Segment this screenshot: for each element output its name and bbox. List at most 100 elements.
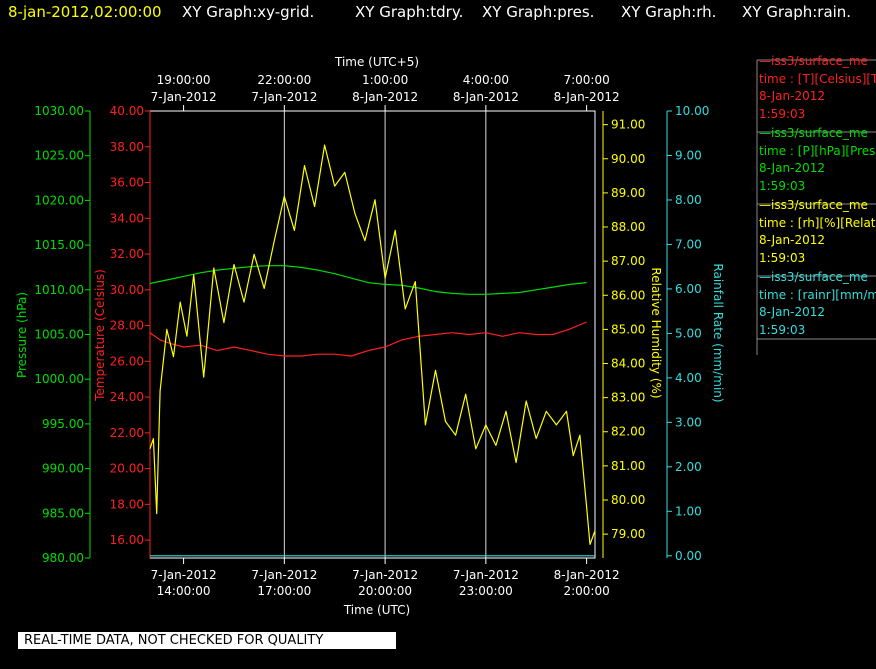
pressure-tick-label: 1015.00 — [34, 238, 84, 252]
legend-date: 8-Jan-2012 — [759, 161, 825, 175]
humidity-tick-label: 81.00 — [611, 459, 645, 473]
rain-axis-title: Rainfall Rate (mm/min) — [711, 263, 725, 402]
humidity-tick-label: 79.00 — [611, 527, 645, 541]
header-graph-tdry: XY Graph:tdry. — [355, 3, 463, 21]
legend-time: 1:59:03 — [759, 251, 805, 265]
top-tick-date: 8-Jan-2012 — [554, 90, 620, 104]
legend-units: time : [P][hPa][Pres — [759, 144, 875, 158]
humidity-tick-label: 86.00 — [611, 288, 645, 302]
series-line-pressure — [149, 265, 587, 295]
humidity-tick-label: 91.00 — [611, 118, 645, 132]
temperature-tick-label: 30.00 — [110, 283, 144, 297]
rain-tick-label: 3.00 — [675, 415, 702, 429]
bottom-tick-time: 14:00:00 — [157, 584, 211, 598]
quality-warning: REAL-TIME DATA, NOT CHECKED FOR QUALITY — [18, 632, 396, 649]
bottom-tick-date: 7-Jan-2012 — [151, 568, 217, 582]
humidity-tick-label: 80.00 — [611, 493, 645, 507]
top-tick-date: 7-Jan-2012 — [251, 90, 317, 104]
humidity-axis-title: Relative Humidity (%) — [649, 267, 663, 398]
temperature-tick-label: 28.00 — [110, 319, 144, 333]
humidity-tick-label: 83.00 — [611, 391, 645, 405]
plot-frame — [149, 110, 596, 559]
bottom-tick-time: 20:00:00 — [358, 584, 412, 598]
rain-tick-label: 9.00 — [675, 148, 702, 162]
pressure-tick-label: 1010.00 — [34, 283, 84, 297]
legend-name: —iss3/surface_me — [759, 198, 868, 212]
rain-tick-label: 2.00 — [675, 460, 702, 474]
humidity-tick-label: 88.00 — [611, 220, 645, 234]
humidity-tick-label: 90.00 — [611, 152, 645, 166]
pressure-tick-label: 1020.00 — [34, 193, 84, 207]
rain-tick-label: 10.00 — [675, 104, 709, 118]
top-tick-date: 8-Jan-2012 — [352, 90, 418, 104]
legend-date: 8-Jan-2012 — [759, 89, 825, 103]
legend-date: 8-Jan-2012 — [759, 233, 825, 247]
bottom-tick-date: 8-Jan-2012 — [554, 568, 620, 582]
legend-time: 1:59:03 — [759, 323, 805, 337]
legend-units: time : [rainr][mm/mi — [759, 288, 876, 302]
header-graph-pres: XY Graph:pres. — [482, 3, 594, 21]
bottom-tick-time: 2:00:00 — [563, 584, 609, 598]
top-tick-time: 7:00:00 — [563, 73, 609, 87]
pressure-tick-label: 995.00 — [42, 417, 84, 431]
legend-time: 1:59:03 — [759, 179, 805, 193]
rain-tick-label: 5.00 — [675, 326, 702, 340]
legend-name: —iss3/surface_me — [759, 126, 868, 140]
pressure-tick-label: 1025.00 — [34, 149, 84, 163]
rain-tick-label: 1.00 — [675, 504, 702, 518]
bottom-tick-time: 23:00:00 — [459, 584, 513, 598]
top-tick-time: 1:00:00 — [362, 73, 408, 87]
pressure-axis-title: Pressure (hPa) — [15, 292, 29, 378]
temperature-tick-label: 18.00 — [110, 497, 144, 511]
grid-layer — [283, 111, 487, 558]
legend-entry: —iss3/surface_me time : [T][Celsius][T 8-J… — [756, 54, 876, 139]
bottom-tick-date: 7-Jan-2012 — [453, 568, 519, 582]
legend-time: 1:59:03 — [759, 107, 805, 121]
legend-units: time : [rh][%][Relati — [759, 216, 876, 230]
pressure-tick-label: 1005.00 — [34, 328, 84, 342]
temperature-tick-label: 40.00 — [110, 104, 144, 118]
header-graph-rh: XY Graph:rh. — [621, 3, 716, 21]
rain-tick-label: 7.00 — [675, 237, 702, 251]
humidity-tick-label: 89.00 — [611, 186, 645, 200]
temperature-tick-label: 22.00 — [110, 426, 144, 440]
pressure-tick-label: 985.00 — [42, 506, 84, 520]
bottom-tick-date: 7-Jan-2012 — [251, 568, 317, 582]
temperature-tick-label: 34.00 — [110, 211, 144, 225]
temperature-tick-label: 36.00 — [110, 176, 144, 190]
legend-date: 8-Jan-2012 — [759, 305, 825, 319]
top-axis-title: Time (UTC+5) — [334, 55, 419, 69]
pressure-tick-label: 980.00 — [42, 551, 84, 565]
pressure-tick-label: 990.00 — [42, 462, 84, 476]
rain-tick-label: 6.00 — [675, 282, 702, 296]
tick-layer: 7-Jan-2012 14:00:00 7-Jan-2012 17:00:00 7-Ja… — [34, 73, 709, 598]
humidity-tick-label: 82.00 — [611, 425, 645, 439]
rain-tick-label: 8.00 — [675, 193, 702, 207]
pressure-tick-label: 1030.00 — [34, 104, 84, 118]
series-line-humidity — [149, 144, 596, 546]
legend-name: —iss3/surface_me — [759, 270, 868, 284]
temperature-tick-label: 16.00 — [110, 533, 144, 547]
humidity-tick-label: 84.00 — [611, 357, 645, 371]
temperature-tick-label: 24.00 — [110, 390, 144, 404]
humidity-tick-label: 85.00 — [611, 322, 645, 336]
top-tick-date: 8-Jan-2012 — [453, 90, 519, 104]
humidity-tick-label: 87.00 — [611, 254, 645, 268]
series-line-temperature — [149, 321, 587, 357]
legend: —iss3/surface_me time : [T][Celsius][T 8-J… — [756, 54, 876, 355]
top-tick-time: 19:00:00 — [157, 73, 211, 87]
series-layer — [149, 144, 596, 557]
temperature-tick-label: 20.00 — [110, 462, 144, 476]
header-graph-rain: XY Graph:rain. — [742, 3, 851, 21]
temperature-tick-label: 38.00 — [110, 140, 144, 154]
header-graph-xy-grid: XY Graph:xy-grid. — [182, 3, 314, 21]
bottom-tick-date: 7-Jan-2012 — [352, 568, 418, 582]
temperature-tick-label: 32.00 — [110, 247, 144, 261]
bottom-tick-time: 17:00:00 — [257, 584, 311, 598]
legend-units: time : [T][Celsius][T — [759, 72, 876, 86]
top-tick-date: 7-Jan-2012 — [151, 90, 217, 104]
